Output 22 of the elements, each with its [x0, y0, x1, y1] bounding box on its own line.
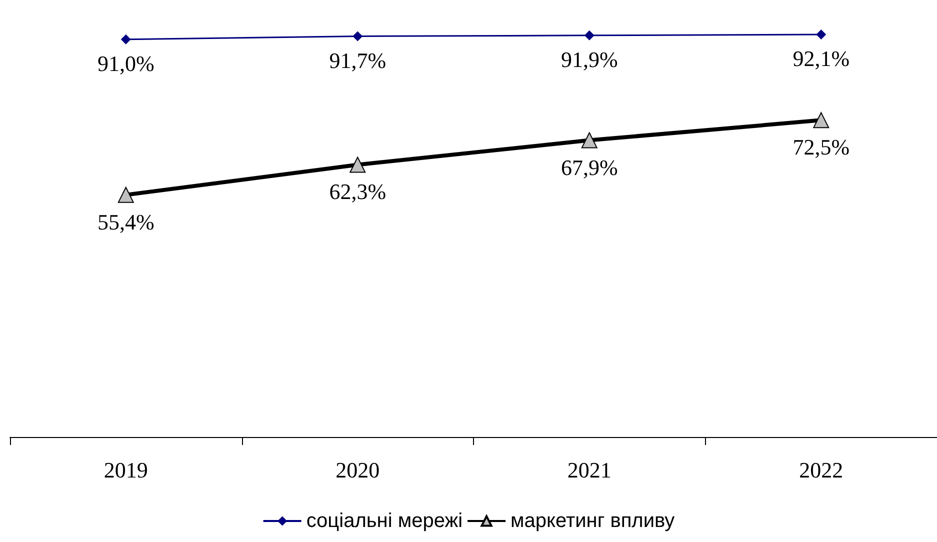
- point: [581, 132, 598, 148]
- data-label: 91,9%: [560, 46, 618, 72]
- legend-label: соціальні мережі: [306, 510, 463, 532]
- data-label: 55,4%: [97, 209, 154, 234]
- point: [813, 112, 830, 128]
- point: [118, 186, 134, 203]
- x-tick-label: 2020: [336, 458, 380, 482]
- point: [120, 34, 131, 44]
- data-label: 91,7%: [329, 48, 386, 73]
- data-label: 91,0%: [97, 50, 154, 76]
- x-tick-label: 2022: [799, 458, 844, 482]
- x-tick-label: 2019: [104, 458, 148, 482]
- data-label: 67,9%: [560, 154, 618, 180]
- x-tick-label: 2021: [567, 458, 612, 482]
- point: [816, 30, 826, 40]
- legend-label: маркетинг впливу: [510, 510, 675, 532]
- point: [350, 156, 366, 173]
- data-label: 62,3%: [329, 179, 386, 204]
- data-label: 72,5%: [792, 134, 850, 160]
- data-label: 92,1%: [792, 46, 850, 72]
- point: [584, 30, 594, 40]
- point: [352, 31, 363, 42]
